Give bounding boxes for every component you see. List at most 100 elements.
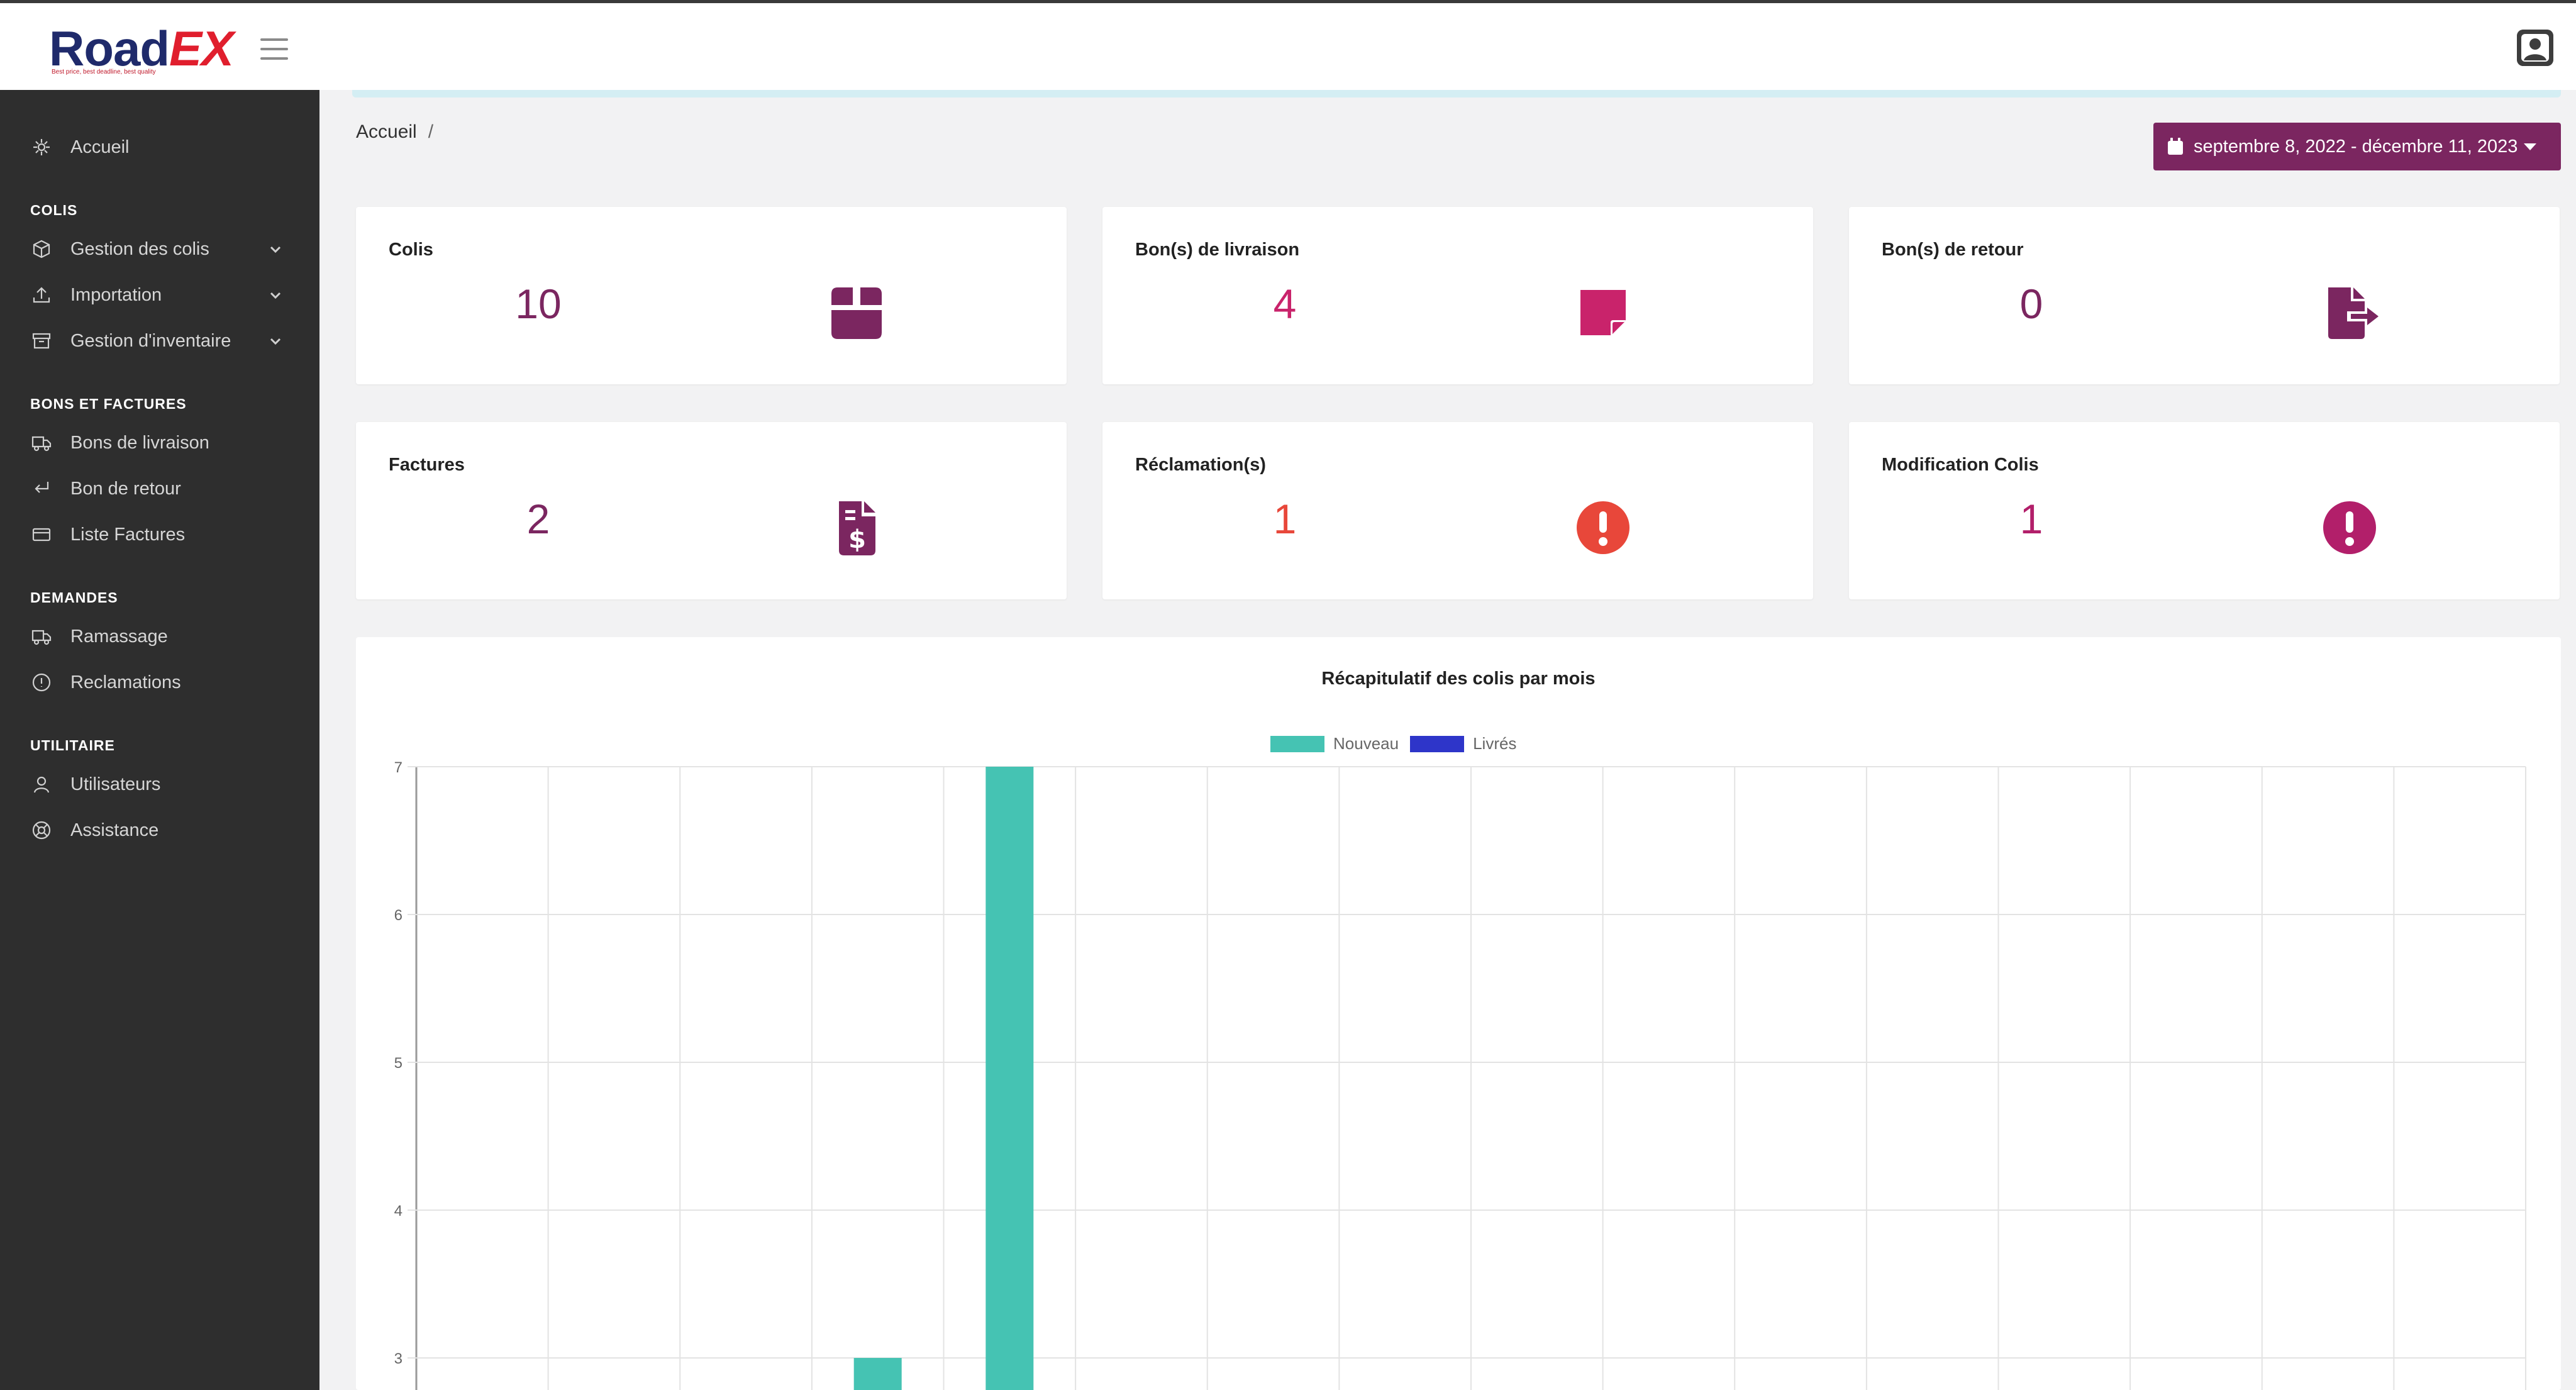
sidebar-item-importation[interactable]: Importation: [0, 276, 319, 314]
legend-label: Livrés: [1473, 734, 1517, 753]
legend-item-nouveau[interactable]: Nouveau: [1270, 734, 1399, 753]
exclamation-circle-icon: [2318, 496, 2381, 559]
user-avatar-icon: [2517, 30, 2553, 66]
sidebar-item-label: Gestion d'inventaire: [70, 330, 231, 351]
chart-title: Récapitulatif des colis par mois: [1321, 669, 1596, 689]
card-title: Bon(s) de retour: [1882, 240, 2024, 260]
box-icon: [825, 281, 888, 344]
sidebar-item-reclamations[interactable]: Reclamations: [0, 664, 319, 701]
svg-text:$: $: [848, 525, 866, 554]
sidebar: Accueil COLIS Gestion des colis Importat…: [0, 90, 319, 1390]
sidebar-item-label: Bon de retour: [70, 478, 181, 499]
package-icon: [30, 238, 53, 260]
sidebar-item-label: Bons de livraison: [70, 432, 209, 453]
user-icon: [30, 773, 53, 796]
card-value: 10: [515, 281, 562, 327]
caret-down-icon: [2524, 143, 2537, 150]
file-export-icon: [2318, 281, 2381, 344]
top-bar: RoadEX Best price, best deadline, best q…: [0, 0, 2576, 90]
sidebar-item-bon-de-retour[interactable]: Bon de retour: [0, 470, 319, 508]
sidebar-item-ramassage[interactable]: Ramassage: [0, 618, 319, 655]
stat-card-modification-colis[interactable]: Modification Colis 1: [1849, 422, 2560, 599]
bar-nouveau: [853, 1358, 902, 1390]
menu-toggle-icon[interactable]: [260, 38, 288, 60]
breadcrumb-separator: /: [428, 121, 434, 142]
exclamation-circle-icon: [1572, 496, 1635, 559]
legend-item-livres[interactable]: Livrés: [1410, 734, 1516, 753]
archive-icon: [30, 330, 53, 352]
card-title: Colis: [389, 240, 433, 260]
lifebuoy-icon: [30, 819, 53, 842]
card-value: 4: [1273, 281, 1297, 327]
sidebar-item-label: Ramassage: [70, 626, 168, 647]
y-tick-label: 6: [394, 907, 402, 924]
y-tick-label: 4: [394, 1203, 402, 1220]
stat-card-bons-de-retour[interactable]: Bon(s) de retour 0: [1849, 207, 2560, 384]
stat-card-reclamations[interactable]: Réclamation(s) 1: [1102, 422, 1813, 599]
sidebar-item-gestion-inventaire[interactable]: Gestion d'inventaire: [0, 322, 319, 360]
stat-card-colis[interactable]: Colis 10: [356, 207, 1067, 384]
card-value: 1: [1273, 496, 1297, 542]
sidebar-item-label: Accueil: [70, 136, 130, 157]
brand-name-part2: EX: [169, 20, 234, 76]
chevron-down-icon[interactable]: [268, 333, 283, 348]
card-title: Bon(s) de livraison: [1135, 240, 1300, 260]
file-invoice-dollar-icon: $: [825, 496, 888, 559]
breadcrumb-home[interactable]: Accueil: [356, 121, 417, 142]
card-value: 1: [2019, 496, 2043, 542]
card-value: 0: [2019, 281, 2043, 327]
chevron-down-icon[interactable]: [268, 242, 283, 257]
chart-card: Récapitulatif des colis par mois Nouveau…: [356, 637, 2561, 1390]
credit-card-icon: [30, 523, 53, 546]
dashboard-icon: [30, 136, 53, 158]
chart-legend: Nouveau Livrés: [1270, 734, 1516, 753]
sidebar-item-label: Gestion des colis: [70, 238, 209, 259]
return-arrow-icon: [30, 477, 53, 500]
date-range-label: septembre 8, 2022 - décembre 11, 2023: [2194, 136, 2518, 157]
stat-card-bons-de-livraison[interactable]: Bon(s) de livraison 4: [1102, 207, 1813, 384]
legend-swatch: [1410, 735, 1465, 752]
card-title: Factures: [389, 455, 465, 475]
section-title-demandes: DEMANDES: [30, 589, 118, 606]
sidebar-item-utilisateurs[interactable]: Utilisateurs: [0, 765, 319, 803]
date-range-button[interactable]: septembre 8, 2022 - décembre 11, 2023: [2153, 123, 2561, 170]
card-value: 2: [526, 496, 550, 542]
y-tick-label: 5: [394, 1055, 402, 1072]
alert-circle-icon: [30, 671, 53, 694]
bar-nouveau: [985, 767, 1034, 1390]
sidebar-item-label: Reclamations: [70, 672, 181, 692]
section-title-bons-et-factures: BONS ET FACTURES: [30, 396, 187, 412]
sticky-note-icon: [1572, 281, 1635, 344]
upload-icon: [30, 284, 53, 306]
breadcrumb: Accueil /: [356, 121, 433, 143]
card-title: Réclamation(s): [1135, 455, 1266, 475]
stat-card-factures[interactable]: Factures 2 $: [356, 422, 1067, 599]
card-title: Modification Colis: [1882, 455, 2039, 475]
brand-name-part1: Road: [49, 20, 170, 76]
calendar-icon: [2168, 138, 2183, 155]
bar-chart: 7 6 5 4 3: [394, 759, 2526, 1390]
avatar[interactable]: [2517, 30, 2553, 66]
brand-logo[interactable]: RoadEX Best price, best deadline, best q…: [0, 3, 259, 93]
sidebar-item-label: Liste Factures: [70, 524, 186, 545]
truck-icon: [30, 431, 53, 454]
sidebar-item-accueil[interactable]: Accueil: [0, 128, 319, 166]
legend-label: Nouveau: [1333, 734, 1399, 753]
sidebar-item-label: Importation: [70, 284, 162, 305]
sidebar-item-assistance[interactable]: Assistance: [0, 811, 319, 849]
truck-icon: [30, 625, 53, 648]
brand-tagline: Best price, best deadline, best quality: [52, 69, 156, 75]
sidebar-item-label: Assistance: [70, 820, 159, 840]
sidebar-item-liste-factures[interactable]: Liste Factures: [0, 516, 319, 553]
y-tick-label: 3: [394, 1350, 402, 1367]
section-title-colis: COLIS: [30, 202, 78, 218]
info-strip: [352, 90, 2561, 97]
section-title-utilitaire: UTILITAIRE: [30, 737, 115, 753]
sidebar-item-label: Utilisateurs: [70, 774, 161, 794]
y-tick-label: 7: [394, 759, 402, 776]
chevron-down-icon[interactable]: [268, 287, 283, 303]
sidebar-item-bons-de-livraison[interactable]: Bons de livraison: [0, 424, 319, 462]
sidebar-item-gestion-des-colis[interactable]: Gestion des colis: [0, 230, 319, 268]
legend-swatch: [1270, 735, 1324, 752]
main-content: Accueil / septembre 8, 2022 - décembre 1…: [319, 90, 2576, 1390]
